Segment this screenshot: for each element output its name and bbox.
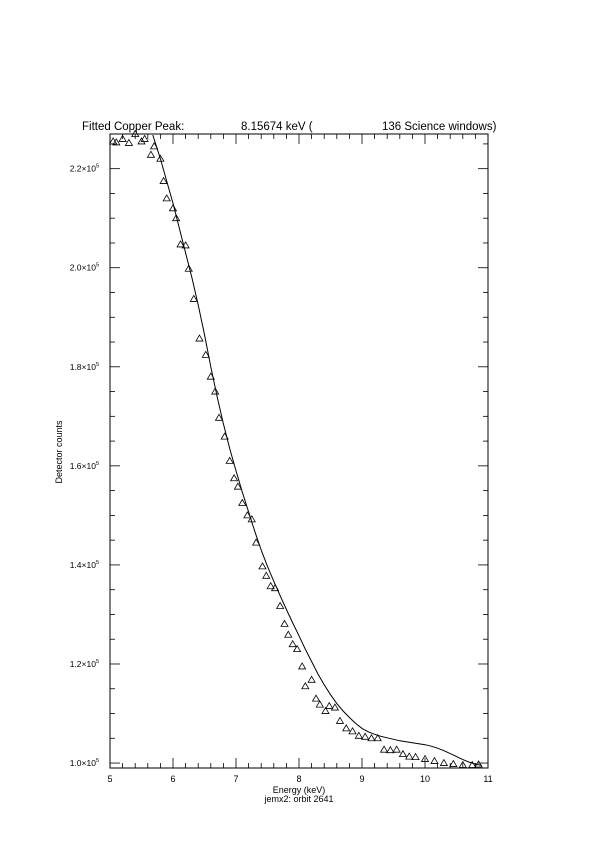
data-point (270, 583, 280, 592)
data-point (195, 334, 204, 342)
fit-line-path (152, 134, 482, 766)
data-point (386, 745, 395, 754)
data-point (112, 138, 121, 146)
data-points (108, 129, 483, 768)
data-point (449, 759, 458, 767)
data-point (214, 413, 224, 421)
data-point (275, 601, 285, 609)
data-point (181, 241, 190, 249)
data-point (288, 639, 297, 648)
data-point (118, 134, 127, 142)
y-axis-ticks: 1.0×105 1.2×105 1.4×105 1.6×105 1.8×105 2.0×1… (70, 164, 488, 768)
x-tick-label: 9 (359, 774, 364, 784)
data-point (392, 745, 401, 753)
data-point (229, 473, 239, 482)
data-point (330, 703, 340, 711)
data-point (220, 432, 229, 440)
data-point (124, 138, 134, 146)
figure-caption: jemx2: orbit 2641 (263, 794, 333, 804)
data-point (354, 731, 364, 739)
y-tick-label: 2.2×105 (70, 164, 99, 174)
y-tick-label: 1.6×105 (70, 461, 99, 471)
data-point (301, 681, 310, 690)
y-tick-label: 1.2×105 (70, 659, 99, 669)
data-point (348, 727, 357, 735)
data-point (373, 733, 382, 742)
data-point (156, 154, 165, 162)
y-tick-label: 1.4×105 (70, 560, 99, 570)
y-tick-label: 2.0×105 (70, 263, 99, 273)
data-point (171, 213, 181, 222)
data-point (211, 387, 220, 395)
data-point (379, 745, 389, 753)
chart-energy-value: 8.15674 keV ( (241, 121, 313, 133)
x-tick-label: 5 (107, 774, 112, 784)
x-tick-label: 8 (296, 774, 301, 784)
data-point (292, 644, 302, 653)
x-axis-ticks: 5 6 7 8 9 10 11 (107, 134, 493, 784)
data-point (108, 137, 118, 145)
data-point (439, 758, 449, 766)
data-point (430, 756, 439, 764)
data-point (458, 760, 467, 768)
data-point (335, 716, 345, 724)
plot-frame (109, 133, 489, 769)
y-tick-label: 1.0×105 (70, 758, 99, 768)
data-point (258, 562, 267, 570)
data-point (251, 538, 261, 546)
x-tick-label: 11 (483, 774, 492, 784)
data-point (131, 129, 140, 137)
data-point (162, 194, 171, 202)
data-point (342, 724, 351, 732)
data-point (225, 456, 234, 464)
data-point (233, 482, 243, 490)
data-point (262, 571, 271, 579)
data-point (398, 749, 408, 758)
data-point (149, 142, 159, 150)
data-point (360, 732, 370, 740)
x-minor-ticks (122, 134, 476, 768)
data-point (243, 511, 252, 519)
data-point (159, 176, 168, 184)
chart-title: Fitted Copper Peak: (82, 121, 184, 133)
data-point (297, 662, 307, 670)
chart-science-windows: 136 Science windows) (382, 121, 497, 133)
data-point (247, 515, 256, 523)
x-tick-label: 7 (233, 774, 238, 784)
data-point (405, 752, 414, 760)
x-tick-label: 10 (420, 774, 430, 784)
data-point (468, 760, 477, 768)
data-point (315, 700, 324, 708)
data-point (189, 294, 198, 302)
x-axis-label: Energy (keV) (273, 785, 326, 795)
data-point (238, 498, 247, 506)
data-point (420, 754, 430, 762)
data-point (325, 701, 334, 709)
data-point (321, 706, 330, 714)
data-point (184, 264, 193, 272)
data-point (206, 372, 215, 380)
data-point (137, 137, 146, 145)
y-tick-label: 1.8×105 (70, 362, 99, 372)
data-point (284, 630, 293, 638)
data-point (266, 581, 275, 590)
data-point (367, 733, 376, 742)
x-tick-label: 6 (170, 774, 175, 784)
data-point (411, 752, 420, 761)
data-point (168, 204, 178, 212)
data-point (307, 675, 316, 683)
data-point (176, 240, 185, 248)
data-point (280, 619, 289, 627)
data-point (474, 760, 483, 768)
data-point (311, 694, 321, 702)
data-point (146, 150, 156, 158)
data-point (140, 134, 149, 142)
y-axis-label: Detector counts (54, 420, 64, 484)
fit-curve (152, 134, 482, 766)
data-point (201, 350, 210, 358)
